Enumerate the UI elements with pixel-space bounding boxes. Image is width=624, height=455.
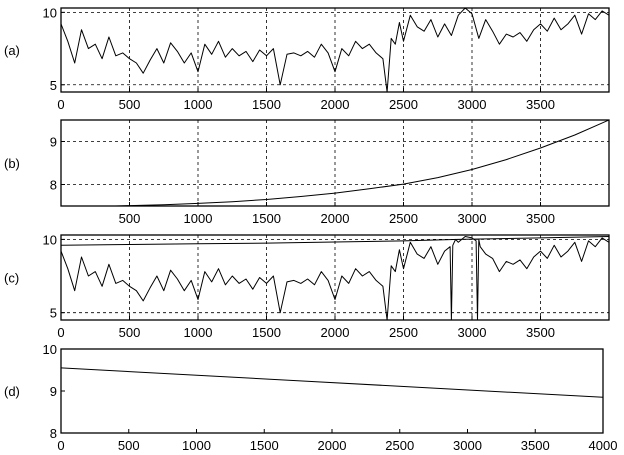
panel-1: 0 500 1000 1500 2000 2500 3000 3500 5 10 (a) [4, 5, 610, 112]
series-line-1 [115, 120, 609, 206]
x-tick-label: 3500 [521, 438, 550, 453]
series-line-2 [61, 236, 609, 320]
x-tick-label: 0 [57, 97, 64, 112]
x-tick-label: 2000 [321, 211, 350, 226]
x-tick-label: 3000 [453, 438, 482, 453]
x-tick-label: 3500 [526, 97, 555, 112]
y-tick-label: 8 [50, 178, 57, 193]
x-tick-label: 500 [119, 325, 141, 340]
panel-2: 500 1000 1500 2000 2500 3000 3500 8 9 (b) [4, 119, 610, 226]
panel-label: (a) [4, 43, 20, 58]
series-line-1 [61, 236, 609, 246]
y-tick-label: 10 [43, 342, 57, 357]
y-tick-label: 9 [50, 384, 57, 399]
series-line-1 [61, 367, 603, 398]
y-tick-label: 10 [43, 232, 57, 247]
plot-frame [60, 348, 604, 434]
x-tick-label: 0 [57, 325, 64, 340]
x-tick-label: 1500 [252, 211, 281, 226]
x-tick-label: 3000 [458, 97, 487, 112]
panel-label: (c) [4, 271, 19, 286]
x-tick-label: 1000 [182, 438, 211, 453]
y-tick-label: 10 [43, 5, 57, 20]
x-tick-label: 1000 [184, 325, 213, 340]
panel-3: 0 500 1000 1500 2000 2500 3000 3500 5 10 (c) [4, 232, 610, 340]
y-tick-label: 5 [50, 78, 57, 93]
x-tick-label: 1500 [252, 97, 281, 112]
x-tick-label: 3000 [458, 325, 487, 340]
x-tick-label: 4000 [589, 438, 618, 453]
x-tick-label: 500 [118, 438, 140, 453]
x-tick-label: 3000 [458, 211, 487, 226]
x-tick-label: 2000 [321, 325, 350, 340]
x-tick-label: 1500 [250, 438, 279, 453]
x-tick-label: 0 [57, 438, 64, 453]
x-tick-label: 2500 [385, 438, 414, 453]
panel-label: (d) [4, 384, 20, 399]
x-tick-label: 2500 [389, 97, 418, 112]
x-tick-label: 500 [119, 97, 141, 112]
x-tick-label: 1500 [252, 325, 281, 340]
x-tick-label: 500 [119, 211, 141, 226]
y-tick-label: 9 [50, 135, 57, 150]
y-tick-label: 5 [50, 306, 57, 321]
x-tick-label: 2500 [389, 211, 418, 226]
x-tick-label: 2500 [389, 325, 418, 340]
x-tick-label: 2000 [318, 438, 347, 453]
x-tick-label: 3500 [526, 325, 555, 340]
panel-4: 0 500 1000 1500 2000 2500 3000 3500 4000 8 9 10 (d) [4, 342, 617, 453]
y-tick-label: 8 [50, 426, 57, 441]
panel-label: (b) [4, 156, 20, 171]
series-line-1 [61, 8, 609, 92]
x-tick-label: 3500 [526, 211, 555, 226]
x-tick-label: 1000 [184, 97, 213, 112]
x-tick-label: 2000 [321, 97, 350, 112]
x-tick-label: 1000 [184, 211, 213, 226]
